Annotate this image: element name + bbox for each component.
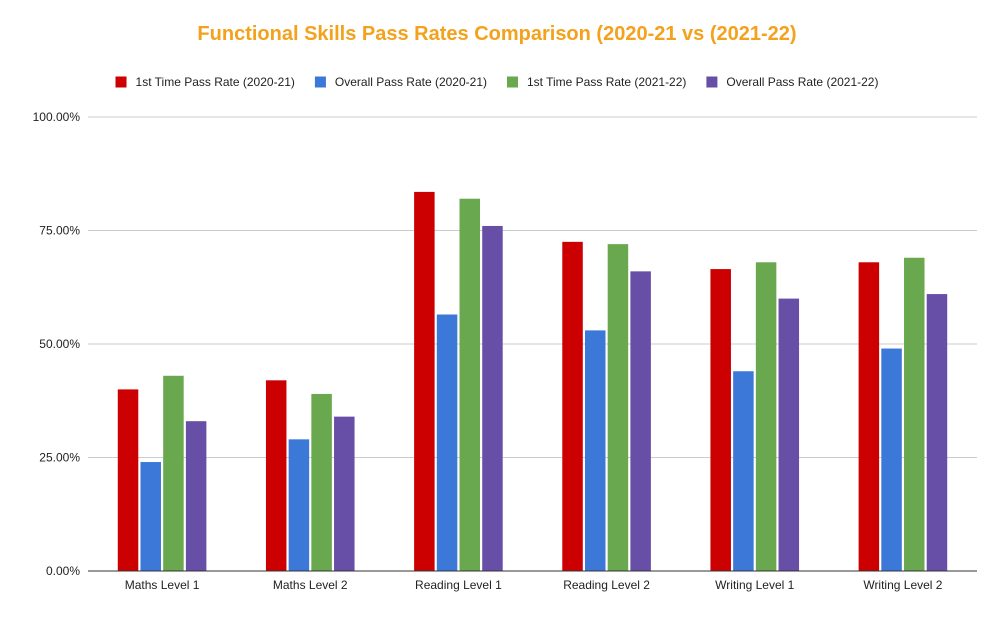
legend-item[interactable]: 1st Time Pass Rate (2020-21) <box>115 75 295 89</box>
bar <box>265 380 287 571</box>
bars <box>117 191 948 571</box>
x-category-label: Maths Level 1 <box>125 578 200 592</box>
legend-swatch <box>115 76 127 88</box>
bar <box>311 393 332 571</box>
legend-item[interactable]: Overall Pass Rate (2021-22) <box>706 75 878 89</box>
bar <box>185 421 207 571</box>
legend-swatch <box>314 76 326 88</box>
legend: 1st Time Pass Rate (2020-21) Overall Pass… <box>115 75 878 89</box>
legend-label: 1st Time Pass Rate (2020-21) <box>136 75 295 89</box>
bar <box>584 330 606 571</box>
legend-label: Overall Pass Rate (2021-22) <box>726 75 878 89</box>
legend-swatch <box>507 76 518 88</box>
bar <box>755 262 777 571</box>
x-axis-labels: Maths Level 1 Maths Level 2 Reading Level … <box>125 578 943 592</box>
bar <box>436 314 458 571</box>
bar <box>117 389 139 571</box>
y-axis-ticks: 0.00% 25.00% 50.00% 75.00% 100.00% <box>33 110 81 578</box>
x-category-label: Writing Level 1 <box>715 578 794 592</box>
bar <box>926 294 948 571</box>
bar <box>733 371 754 571</box>
bar <box>778 298 800 571</box>
bar <box>334 416 355 571</box>
y-tick-label: 75.00% <box>39 224 80 238</box>
bar <box>140 462 161 571</box>
legend-item[interactable]: 1st Time Pass Rate (2021-22) <box>507 75 686 89</box>
y-tick-label: 100.00% <box>33 110 81 124</box>
bar <box>459 198 481 571</box>
bar <box>163 375 184 571</box>
x-category-label: Reading Level 2 <box>563 578 650 592</box>
bar <box>904 257 925 571</box>
legend-item[interactable]: Overall Pass Rate (2020-21) <box>314 75 487 89</box>
bar <box>482 225 503 571</box>
legend-swatch <box>706 76 718 88</box>
bar <box>288 439 310 571</box>
bar <box>414 191 435 571</box>
bar <box>858 262 880 571</box>
y-tick-label: 0.00% <box>46 564 80 578</box>
bar <box>881 348 902 571</box>
bar <box>562 241 583 571</box>
x-category-label: Reading Level 1 <box>415 578 502 592</box>
gridlines <box>88 116 977 458</box>
legend-label: 1st Time Pass Rate (2021-22) <box>527 75 686 89</box>
bar <box>710 269 731 571</box>
bar <box>630 271 651 571</box>
chart-title: Functional Skills Pass Rates Comparison … <box>197 23 796 45</box>
bar <box>607 244 629 571</box>
y-tick-label: 25.00% <box>39 451 80 465</box>
x-category-label: Writing Level 2 <box>863 578 942 592</box>
legend-label: Overall Pass Rate (2020-21) <box>335 75 487 89</box>
y-tick-label: 50.00% <box>39 337 80 351</box>
x-category-label: Maths Level 2 <box>273 578 348 592</box>
